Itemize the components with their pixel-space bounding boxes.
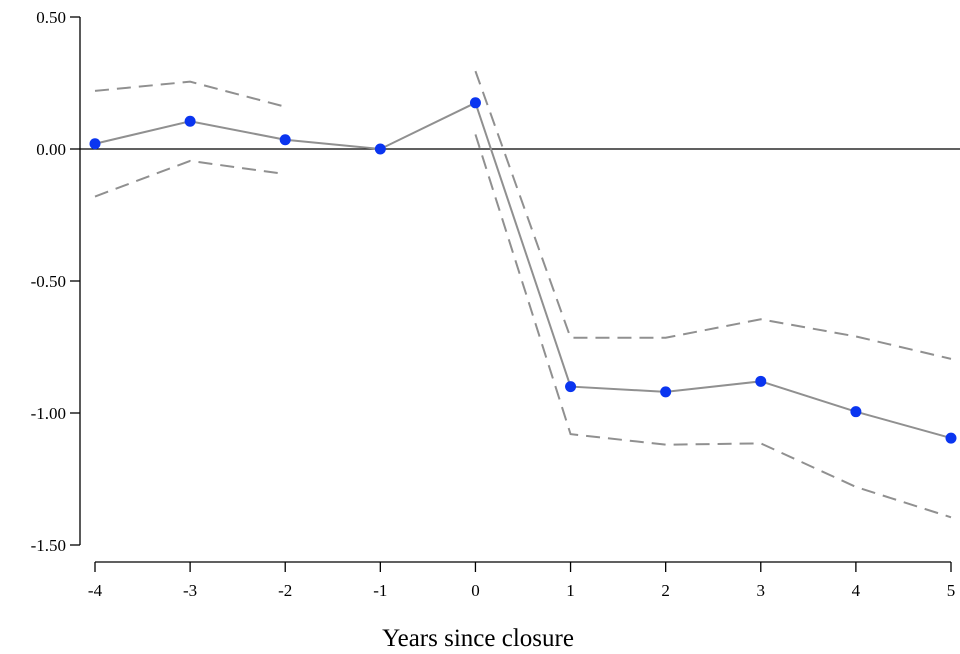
y-tick-label: -1.00 [31, 404, 66, 423]
x-tick-label: 0 [471, 581, 480, 600]
x-tick-label: 4 [852, 581, 861, 600]
lower-ci-line [94, 159, 286, 198]
confidence-interval-lines [94, 70, 952, 519]
x-tick-label: 3 [757, 581, 766, 600]
estimate-point [89, 138, 101, 150]
estimate-point [279, 134, 291, 146]
x-tick-label: -3 [183, 581, 197, 600]
x-tick-label: 5 [947, 581, 956, 600]
x-axis: -4 -3 -2 -1 0 1 2 3 4 5 [88, 561, 956, 600]
x-axis-title: Years since closure [382, 625, 574, 652]
estimate-point [469, 97, 481, 109]
y-tick-label: 0.00 [36, 140, 66, 159]
estimate-point [850, 406, 862, 418]
estimate-point [660, 386, 672, 398]
lower-ci-line [474, 134, 952, 519]
x-tick-label: 1 [566, 581, 575, 600]
x-tick-label: -2 [278, 581, 292, 600]
estimate-point [755, 375, 767, 387]
y-tick-label: -1.50 [31, 536, 66, 555]
estimate-series [89, 97, 957, 444]
y-tick-label: -0.50 [31, 272, 66, 291]
estimate-point [945, 432, 957, 444]
x-tick-label: -4 [88, 581, 103, 600]
y-axis: 0.50 0.00 -0.50 -1.00 -1.50 [31, 8, 81, 555]
estimate-point [184, 115, 196, 127]
upper-ci-line [474, 70, 952, 360]
upper-ci-line [94, 80, 286, 108]
estimate-point [565, 381, 577, 393]
estimate-point [374, 143, 386, 155]
x-tick-label: -1 [373, 581, 387, 600]
x-tick-label: 2 [661, 581, 670, 600]
y-tick-label: 0.50 [36, 8, 66, 27]
estimate-line [94, 101, 952, 440]
